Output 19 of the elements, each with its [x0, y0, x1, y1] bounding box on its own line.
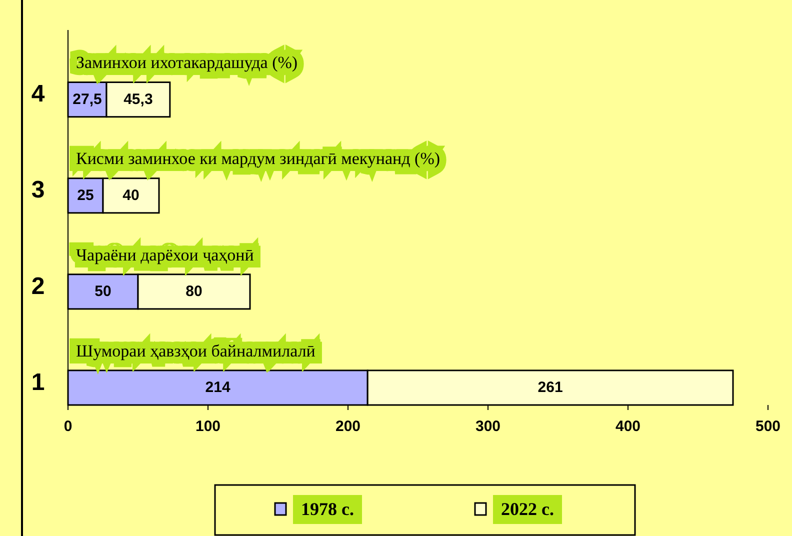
data-label: 261	[538, 379, 563, 396]
data-label: 45,3	[124, 91, 153, 108]
x-tick-label: 200	[335, 418, 361, 435]
data-label: 50	[94, 283, 112, 300]
x-tick-label: 100	[195, 418, 221, 435]
x-tick-label: 500	[755, 418, 781, 435]
y-tick-label: 3	[31, 176, 45, 204]
legend-label-box: 1978 с.	[293, 495, 362, 524]
data-label: 40	[122, 187, 140, 204]
y-tick-label: 1	[31, 368, 45, 396]
data-label: 214	[205, 379, 231, 396]
data-label: 80	[186, 283, 202, 300]
y-tick-label: 4	[31, 80, 46, 108]
y-tick-label: 2	[31, 272, 45, 300]
data-label: 25	[77, 187, 94, 204]
x-tick-label: 400	[615, 418, 641, 435]
x-tick-label: 300	[475, 418, 501, 435]
x-tick-label: 0	[64, 418, 72, 435]
legend-label-box: 2022 с.	[493, 495, 562, 524]
